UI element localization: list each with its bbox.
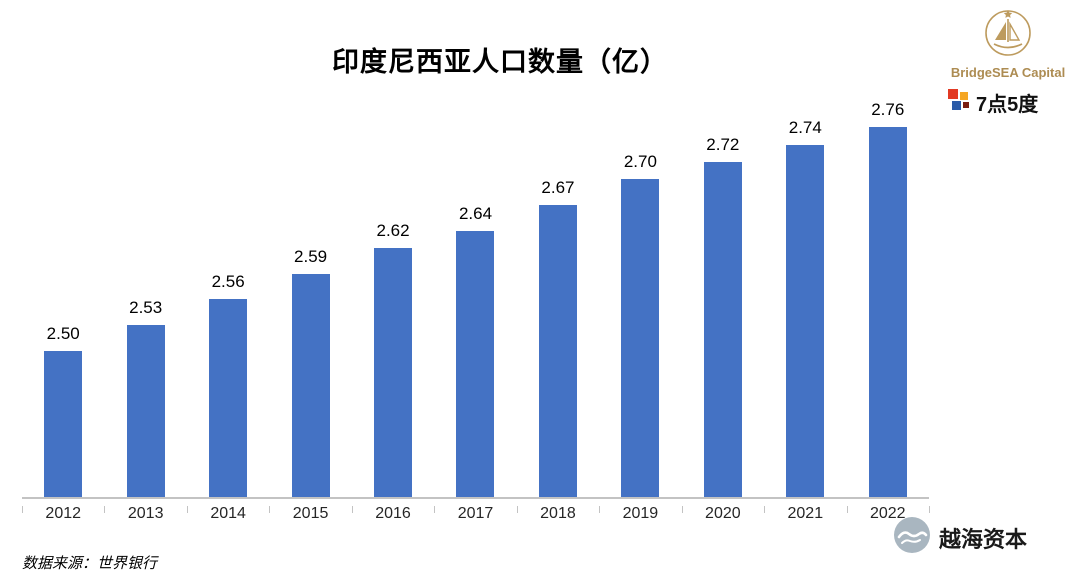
axis-tick xyxy=(764,506,766,513)
bar-slot: 2.70 xyxy=(599,152,681,497)
bar-value-label: 2.72 xyxy=(706,134,740,154)
bar-slot: 2.59 xyxy=(270,246,352,497)
bar-value-label: 2.53 xyxy=(129,298,163,318)
bar-slot: 2.67 xyxy=(517,178,599,497)
axis-tick xyxy=(599,506,601,513)
axis-tick xyxy=(104,506,106,513)
axis-tick xyxy=(516,506,518,513)
bar-value-label: 2.64 xyxy=(458,203,493,223)
x-tick-label: 2020 xyxy=(705,505,741,522)
bar-slot: 2.62 xyxy=(352,221,434,497)
bar xyxy=(868,127,907,497)
bar-value-label: 2.56 xyxy=(211,272,245,292)
bridgesea-name: BridgeSEA Capital xyxy=(950,65,1066,80)
x-tick-label: 2015 xyxy=(292,505,329,522)
bar-value-label: 2.50 xyxy=(46,323,80,343)
bar-slot: 2.53 xyxy=(105,298,187,497)
bar-slot: 2.72 xyxy=(682,135,764,497)
bar xyxy=(209,299,248,497)
bar-value-label: 2.67 xyxy=(541,177,575,197)
x-tick-label: 2013 xyxy=(127,505,164,522)
watermark: 越海资本 xyxy=(893,516,1027,559)
bar-slot: 2.74 xyxy=(764,118,846,497)
qdwd-logo: 7点5度 xyxy=(948,88,1038,117)
bridgesea-logo: BridgeSEA Capital xyxy=(940,6,1076,80)
bar-slot: 2.64 xyxy=(434,203,516,497)
bar-slot: 2.56 xyxy=(187,272,269,497)
axis-tick xyxy=(434,506,436,513)
x-tick-label: 2018 xyxy=(540,505,576,522)
bar xyxy=(703,161,742,497)
x-tick-label: 2016 xyxy=(375,505,411,522)
axis-tick xyxy=(186,506,188,513)
axis-tick xyxy=(22,506,23,513)
x-tick-label: 2014 xyxy=(210,505,246,522)
x-tick-label: 2021 xyxy=(787,505,824,522)
qdwd-pixel-icon xyxy=(948,89,970,116)
watermark-label: 越海资本 xyxy=(939,526,1028,552)
bar-slot: 2.76 xyxy=(847,100,929,497)
bar-value-label: 2.70 xyxy=(623,152,657,171)
bar-slot: 2.50 xyxy=(22,324,104,497)
x-axis-labels: 2012 2013 2014 2015 2016 2017 2018 2019 2020 2021… xyxy=(22,505,929,523)
bar xyxy=(456,230,495,497)
bar xyxy=(44,350,83,497)
bar-value-label: 2.59 xyxy=(294,246,328,266)
bar xyxy=(621,179,660,497)
chart-title: 印度尼西亚人口数量（亿） xyxy=(332,47,668,77)
axis-tick xyxy=(269,506,271,513)
plot-area: 2.50 2.53 2.56 2.59 2.62 2.64 2.67 2.70 2.72 2.74… xyxy=(22,93,930,513)
bar xyxy=(291,273,330,497)
x-tick-label: 2022 xyxy=(869,505,906,522)
x-tick-label: 2012 xyxy=(45,505,82,522)
x-tick-label: 2017 xyxy=(457,505,494,522)
sailboat-icon xyxy=(940,6,1076,63)
source-note: 数据来源：世界银行 xyxy=(22,556,158,572)
qdwd-label: 7点5度 xyxy=(976,94,1039,116)
axis-tick xyxy=(929,506,930,513)
axis-tick xyxy=(846,506,848,513)
bar xyxy=(374,247,413,497)
bar xyxy=(786,144,825,497)
bar-value-label: 2.76 xyxy=(871,100,905,120)
bar xyxy=(538,204,577,497)
bar-value-label: 2.74 xyxy=(788,117,822,137)
wave-cloud-icon xyxy=(893,516,931,559)
bars-container: 2.50 2.53 2.56 2.59 2.62 2.64 2.67 2.70 2.72 2.74… xyxy=(22,93,929,497)
x-tick-label: 2019 xyxy=(622,505,659,522)
axis-tick xyxy=(351,506,353,513)
bar xyxy=(126,325,165,497)
bar-value-label: 2.62 xyxy=(376,220,410,240)
axis-tick xyxy=(681,506,683,513)
